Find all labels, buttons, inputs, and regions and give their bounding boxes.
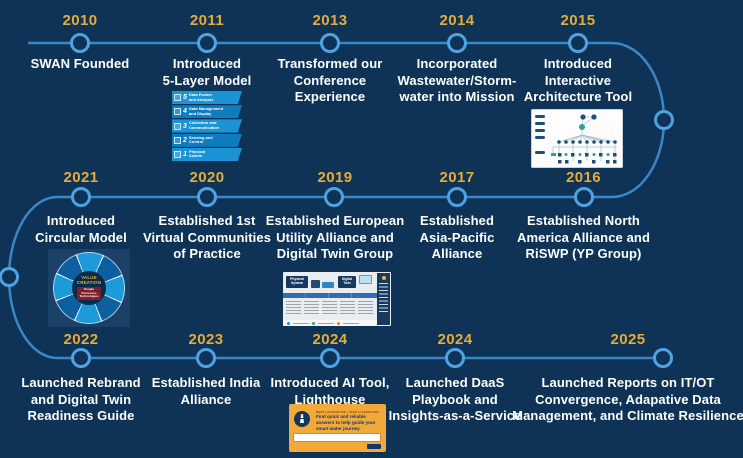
legend-line (343, 322, 359, 324)
layer-icon (174, 94, 181, 102)
five-layer-row: 3 Collection and Communication (172, 119, 242, 133)
timeline-node-2023 (196, 348, 216, 368)
timeline-node-2019 (324, 187, 344, 207)
layer-icon (174, 122, 181, 130)
physical-system-label: Physical System (286, 276, 308, 288)
legend-line (293, 322, 309, 324)
layer-number: 4 (183, 108, 187, 116)
layer-label: Collection and Communication (188, 120, 220, 130)
layer-label: Data Fusion and Analysis (188, 92, 214, 102)
five-layer-row: 5 Data Fusion and Analysis (172, 91, 242, 105)
five-layer-row: 4 Data Management and Display (172, 105, 242, 119)
digital-twin-graphic-image: Physical System Digital Twin (283, 272, 391, 326)
timeline-node-2022 (71, 348, 91, 368)
legend-dot-green (312, 321, 315, 325)
circular-model-title: VALUE CREATION (76, 275, 102, 286)
layer-icon (174, 150, 181, 158)
factory-illustration (311, 280, 320, 288)
text-column (322, 301, 337, 316)
layer-label: Data Management and Display (188, 106, 224, 116)
digital-twin-side-panel (377, 273, 390, 325)
digital-twin-legend (283, 320, 377, 326)
circular-model-subtitle: People Processes Technologies (77, 286, 101, 300)
legend-line (318, 322, 334, 324)
lighthouse-message: Find quick and reliable answers to help … (316, 414, 376, 432)
layer-number: 3 (183, 122, 187, 130)
lighthouse-chat-input (293, 433, 381, 442)
layer-icon (174, 136, 181, 144)
digital-twin-header-band (283, 293, 377, 298)
timeline-node-left-curve (0, 267, 19, 287)
timeline-node-2014 (447, 33, 467, 53)
layer-number: 5 (183, 94, 187, 102)
lighthouse-card-image: MEET LIGHTHOUSE, YOUR AI ASSISTANT Find … (289, 404, 386, 452)
legend-dot-orange (337, 321, 340, 325)
timeline-node-2024-daas (445, 348, 465, 368)
text-column (286, 301, 301, 316)
timeline-node-2011 (197, 33, 217, 53)
monitor-illustration (359, 275, 372, 284)
side-panel-text-lines (379, 283, 388, 313)
lighthouse-logo-icon (294, 411, 310, 427)
layer-label: Sensing and Control (188, 134, 213, 145)
timeline-node-2015 (568, 33, 588, 53)
timeline-node-2025 (653, 348, 673, 368)
text-column (304, 301, 319, 316)
timeline-node-2021 (71, 187, 91, 207)
layer-label: Physical Assets (188, 148, 206, 159)
timeline-node-2024-ai (320, 348, 340, 368)
circular-model-wheel: VALUE CREATION People Processes Technolo… (53, 252, 125, 324)
five-layer-row: 1 Physical Assets (172, 147, 242, 162)
timeline-node-right-curve (654, 110, 674, 130)
architecture-diagram (535, 114, 617, 164)
circular-model-center: VALUE CREATION People Processes Technolo… (72, 271, 106, 305)
five-layer-row: 2 Sensing and Control (172, 133, 242, 147)
digital-twin-label: Digital Twin (338, 276, 356, 288)
layer-number: 2 (183, 136, 187, 144)
circular-model-image: VALUE CREATION People Processes Technolo… (48, 249, 130, 327)
text-column (358, 301, 373, 316)
timeline-nodes (0, 33, 674, 368)
timeline-node-2016 (574, 187, 594, 207)
legend-dot-blue (287, 321, 290, 325)
layer-number: 1 (183, 150, 187, 158)
layer-icon (174, 108, 181, 116)
water-tank-illustration (322, 282, 334, 288)
timeline-node-2017 (447, 187, 467, 207)
timeline-node-2020 (197, 187, 217, 207)
lighthouse-eyebrow: MEET LIGHTHOUSE, YOUR AI ASSISTANT (316, 410, 380, 414)
text-column (340, 301, 355, 316)
sun-icon (381, 276, 386, 280)
architecture-tool-image (531, 109, 623, 168)
timeline-node-2010 (70, 33, 90, 53)
timeline-node-2013 (320, 33, 340, 53)
lighthouse-submit-button (367, 444, 381, 449)
lighthouse-glyph (299, 414, 305, 423)
five-layer-model-image: 5 Data Fusion and Analysis 4 Data Manage… (172, 91, 242, 162)
